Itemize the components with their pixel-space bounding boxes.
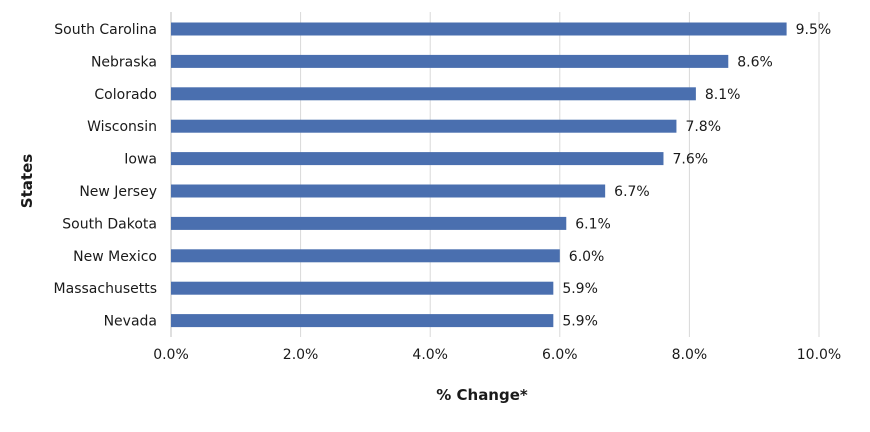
category-label: Nevada [104,314,157,330]
category-label: Wisconsin [87,119,157,135]
data-label: 5.9% [562,314,598,330]
bar [171,249,560,263]
category-label: Colorado [94,87,157,103]
category-label: Massachusetts [54,281,157,297]
data-label: 8.1% [705,87,741,103]
category-label: Iowa [124,152,157,168]
bar [171,281,554,295]
x-tick-label: 8.0% [672,347,708,363]
bar [171,22,787,36]
x-tick-label: 4.0% [412,347,448,363]
category-label: New Mexico [73,249,157,265]
category-label: Nebraska [91,54,157,70]
bar [171,216,567,230]
data-label: 8.6% [737,54,773,70]
category-label: South Carolina [54,22,157,38]
category-labels: South Carolina Nebraska Colorado Wisconsin I… [54,22,157,330]
data-label: 7.6% [672,152,708,168]
data-label: 6.0% [569,249,605,265]
bar [171,184,606,198]
x-tick-label: 0.0% [153,347,189,363]
x-tick-label: 10.0% [797,347,841,363]
category-label: South Dakota [62,216,157,232]
y-axis-title: States [18,154,36,208]
x-tick-labels: 0.0% 2.0% 4.0% 6.0% 8.0% 10.0% [153,347,841,363]
category-label: New Jersey [79,184,157,200]
data-label: 5.9% [562,281,598,297]
data-label: 6.1% [575,216,611,232]
data-label: 7.8% [685,119,721,135]
bar [171,87,696,101]
bar [171,314,554,328]
bar [171,152,664,166]
x-tick-label: 6.0% [542,347,578,363]
bar [171,119,677,133]
x-tick-label: 2.0% [283,347,319,363]
data-labels: 9.5% 8.6% 8.1% 7.8% 7.6% 6.7%6.1% 6.0% 5.9% 5.9% [562,22,831,330]
data-label: 6.7% [614,184,650,200]
data-label: 9.5% [796,22,832,38]
bars [171,22,787,328]
bar [171,54,729,68]
x-axis-title: % Change* [436,386,528,404]
